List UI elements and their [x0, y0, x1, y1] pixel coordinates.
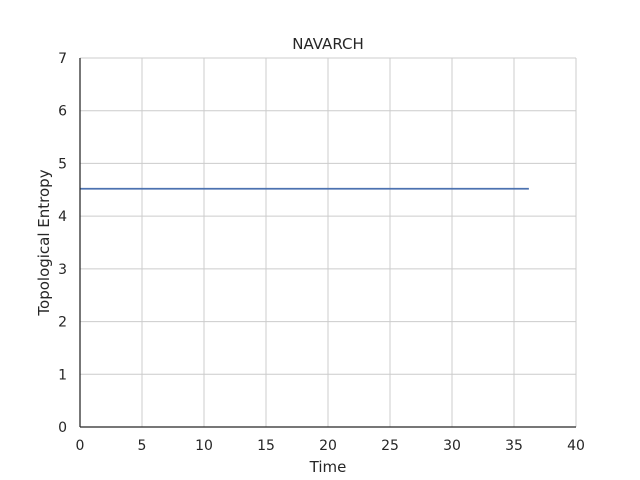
x-tick-label: 40 [567, 438, 585, 454]
y-tick-label: 0 [58, 420, 67, 436]
x-tick-label: 10 [195, 438, 213, 454]
y-tick-label: 5 [58, 156, 67, 172]
x-tick-label: 35 [505, 438, 523, 454]
x-tick-label: 0 [76, 438, 85, 454]
x-tick-label: 15 [257, 438, 275, 454]
y-tick-label: 2 [58, 315, 67, 331]
x-tick-label: 25 [381, 438, 399, 454]
y-tick-label: 4 [58, 209, 67, 225]
x-tick-labels: 0 5 10 15 20 25 30 35 40 [76, 438, 585, 454]
x-tick-label: 20 [319, 438, 337, 454]
y-tick-label: 1 [58, 367, 67, 383]
x-tick-label: 30 [443, 438, 461, 454]
y-tick-label: 6 [58, 104, 67, 120]
y-tick-label: 3 [58, 262, 67, 278]
y-axis-label: Topological Entropy [35, 169, 53, 316]
y-tick-labels: 0 1 2 3 4 5 6 7 [58, 51, 67, 436]
x-axis-label: Time [309, 458, 347, 476]
y-tick-label: 7 [58, 51, 67, 67]
chart-title: NAVARCH [292, 35, 364, 53]
x-tick-label: 5 [138, 438, 147, 454]
